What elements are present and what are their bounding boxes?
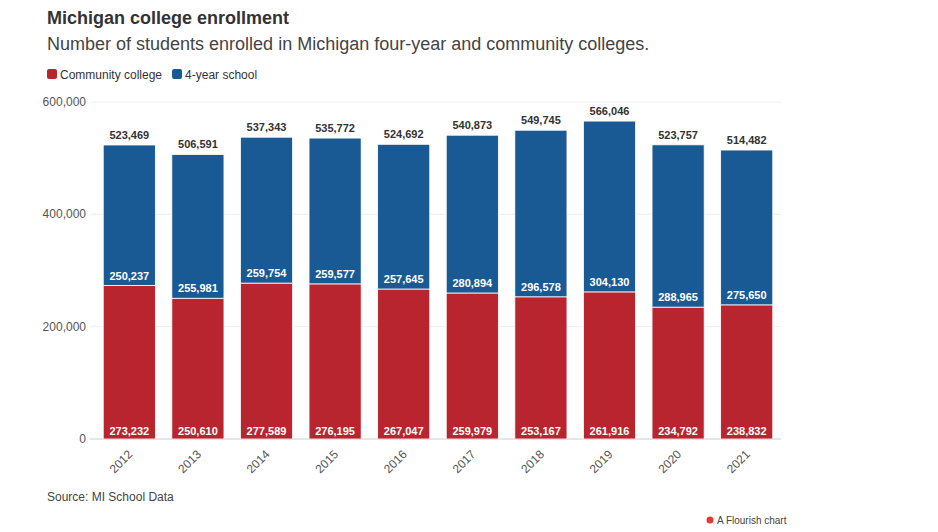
data-label: 259,577: [315, 268, 355, 280]
data-label: 277,589: [247, 425, 287, 437]
bar-segment: [652, 145, 704, 307]
x-tick-label: 2020: [655, 447, 684, 476]
subtitle: Number of students enrolled in Michigan …: [47, 34, 649, 54]
total-label: 566,046: [590, 105, 630, 117]
data-label: 255,981: [178, 282, 218, 294]
total-label: 506,591: [178, 138, 218, 150]
legend-swatch: [172, 69, 182, 79]
total-label: 549,745: [521, 114, 561, 126]
bar-segment: [309, 138, 361, 284]
data-label: 250,610: [178, 425, 218, 437]
data-label: 296,578: [521, 281, 561, 293]
bar-segment: [172, 298, 224, 439]
x-tick-label: 2014: [244, 447, 273, 476]
data-label: 234,792: [658, 425, 698, 437]
bar-segment: [446, 293, 498, 439]
total-label: 523,757: [658, 129, 698, 141]
x-tick-label: 2012: [107, 447, 136, 476]
data-label: 267,047: [384, 425, 424, 437]
x-tick-label: 2017: [450, 447, 479, 476]
data-label: 280,894: [452, 277, 493, 289]
bar-segment: [172, 154, 224, 298]
bar-segment: [240, 137, 292, 283]
data-label: 276,195: [315, 425, 355, 437]
grid-line: [90, 102, 781, 103]
source: Source: MI School Data: [47, 490, 174, 504]
data-label: 275,650: [727, 289, 767, 301]
bar-segment: [721, 150, 773, 305]
data-label: 259,754: [247, 267, 288, 279]
bars: [103, 121, 773, 439]
legend-label: 4-year school: [185, 68, 257, 82]
total-label: 523,469: [109, 129, 149, 141]
data-label: 273,232: [109, 425, 149, 437]
x-tick-label: 2016: [381, 447, 410, 476]
credit-icon: [707, 517, 714, 524]
legend-label: Community college: [60, 68, 162, 82]
x-tick-label: 2013: [175, 447, 204, 476]
x-tick-label: 2018: [518, 447, 547, 476]
total-label: 514,482: [727, 134, 767, 146]
data-label: 259,979: [452, 425, 492, 437]
bar-segment: [309, 284, 361, 439]
bar-segment: [378, 144, 430, 289]
total-label: 535,772: [315, 122, 355, 134]
data-label: 304,130: [590, 276, 630, 288]
bar-segment: [378, 289, 430, 439]
data-label: 257,645: [384, 273, 424, 285]
y-tick-label: 400,000: [43, 207, 87, 221]
bar-segment: [515, 130, 567, 297]
labels: 273,232 250,237 523,469 250,610 255,981 506,5…: [109, 105, 766, 437]
bar-segment: [583, 121, 635, 292]
bar-segment: [103, 145, 155, 286]
x-tick-label: 2015: [312, 447, 341, 476]
bar-segment: [583, 292, 635, 439]
data-label: 261,916: [590, 425, 630, 437]
total-label: 537,343: [247, 121, 287, 133]
data-label: 238,832: [727, 425, 767, 437]
y-tick-label: 600,000: [43, 95, 87, 109]
bar-segment: [446, 135, 498, 293]
data-label: 253,167: [521, 425, 561, 437]
x-tick-label: 2019: [587, 447, 616, 476]
bar-segment: [103, 286, 155, 439]
chart: Michigan college enrollment Number of stu…: [0, 0, 938, 532]
data-label: 288,965: [658, 291, 698, 303]
bar-segment: [515, 297, 567, 439]
bar-segment: [240, 283, 292, 439]
bar-segment: [721, 305, 773, 439]
y-tick-label: 200,000: [43, 320, 87, 334]
total-label: 540,873: [452, 119, 492, 131]
data-label: 250,237: [109, 270, 149, 282]
legend-swatch: [47, 69, 57, 79]
credit: A Flourish chart: [717, 515, 787, 526]
bar-segment: [652, 307, 704, 439]
title: Michigan college enrollment: [47, 8, 289, 28]
total-label: 524,692: [384, 128, 424, 140]
x-tick-label: 2021: [724, 447, 753, 476]
y-tick-label: 0: [79, 432, 86, 446]
